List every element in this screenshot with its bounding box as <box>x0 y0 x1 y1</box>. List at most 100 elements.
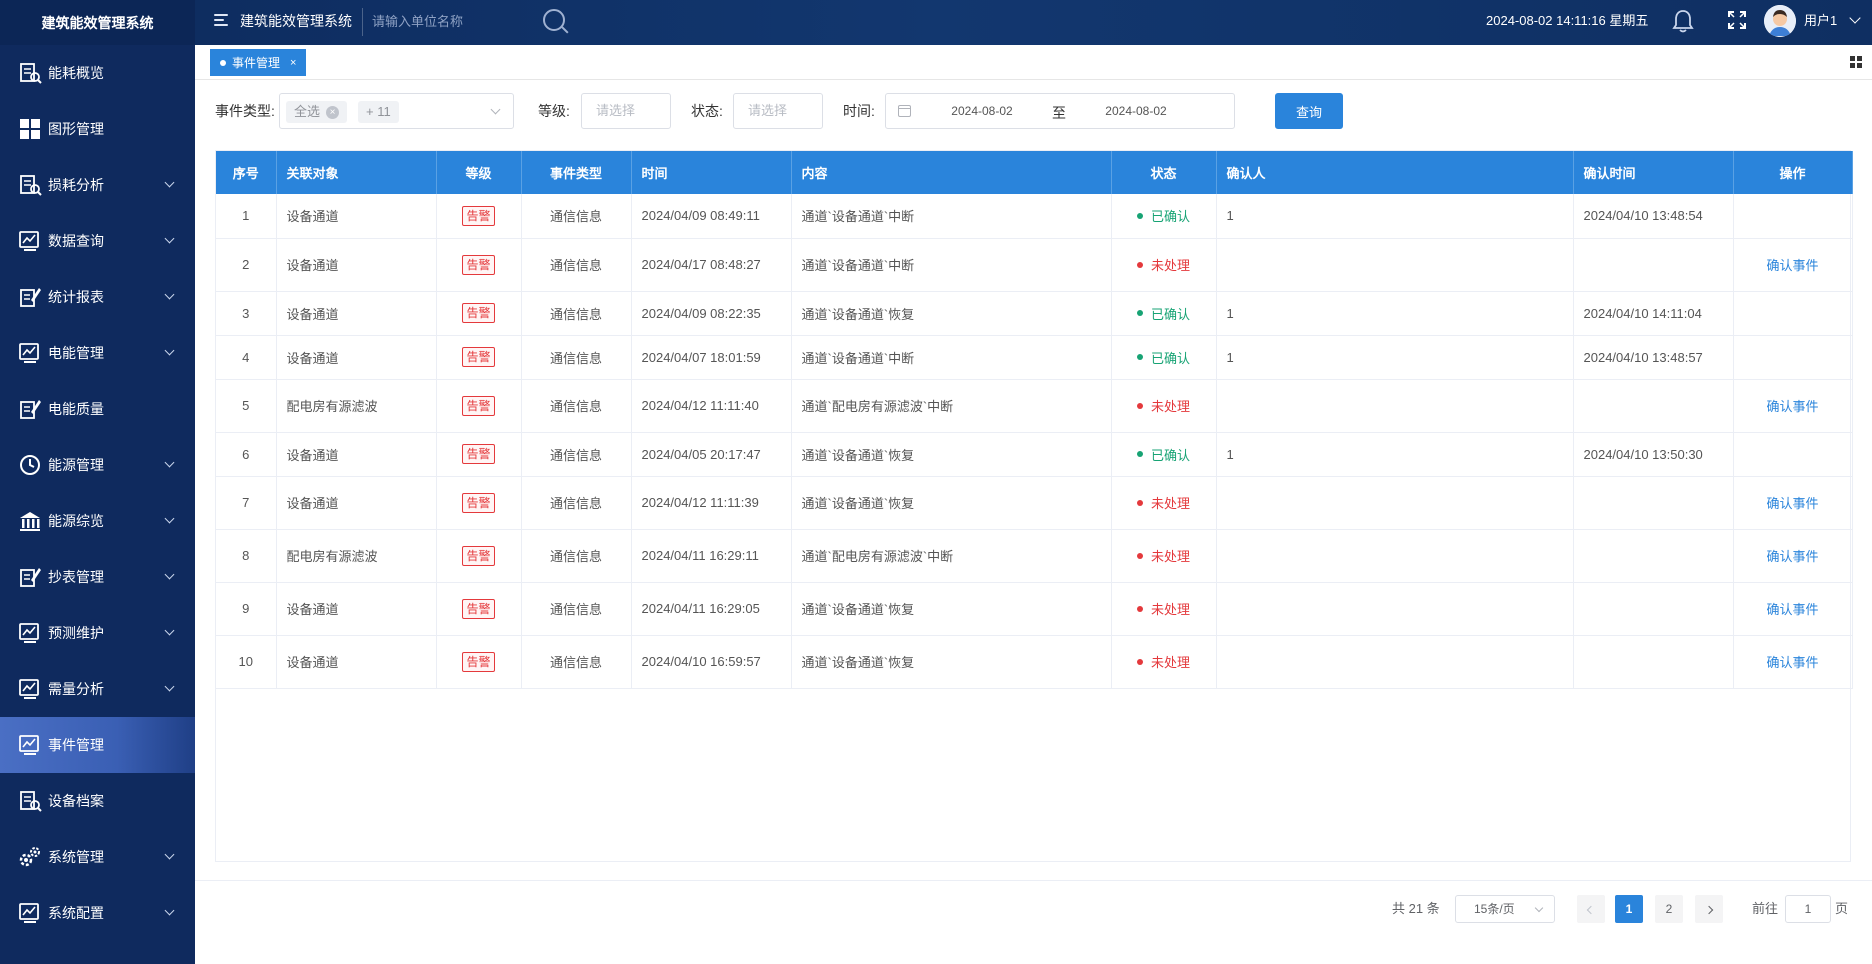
confirm-event-link[interactable]: 确认事件 <box>1766 655 1819 670</box>
chevron-down-icon[interactable] <box>164 681 175 692</box>
tab-event-management[interactable]: 事件管理 × <box>210 49 307 76</box>
sidebar-item-15[interactable]: 系统管理 <box>0 829 195 885</box>
sidebar-item-6[interactable]: 电能管理 <box>0 325 195 381</box>
tab-close-icon[interactable]: × <box>290 56 297 69</box>
query-button[interactable]: 查询 <box>1275 93 1343 129</box>
cell-type: 通信信息 <box>521 476 632 530</box>
sidebar: 能耗概览 图形管理损耗分析数据查询统计报表 电能管理 电能质量 能源管理能源综览抄表管理… <box>0 45 195 964</box>
cell-object: 设备通道 <box>276 582 437 636</box>
level-badge: 告警 <box>462 303 495 323</box>
sidebar-item-4[interactable]: 数据查询 <box>0 213 195 269</box>
table-row: 3 设备通道 告警 通信信息 2024/04/09 08:22:35 通道`设备通道`恢复… <box>216 291 1853 336</box>
cell-time: 2024/04/11 16:29:05 <box>631 582 792 636</box>
header-level: 等级 <box>436 151 522 194</box>
goto-page-input[interactable] <box>1785 895 1831 923</box>
chevron-down-icon[interactable] <box>164 513 175 524</box>
cell-object: 配电房有源滤波 <box>276 379 437 433</box>
chevron-down-icon[interactable] <box>164 289 175 300</box>
confirm-event-link[interactable]: 确认事件 <box>1766 399 1819 414</box>
cell-type: 通信信息 <box>521 238 632 292</box>
cell-content: 通道`设备通道`恢复 <box>791 635 1112 689</box>
sidebar-item-2[interactable]: 图形管理 <box>0 101 195 157</box>
sidebar-item-1[interactable]: 能耗概览 <box>0 45 195 101</box>
cell-action <box>1733 194 1853 239</box>
cell-content: 通道`设备通道`恢复 <box>791 476 1112 530</box>
header-status: 状态 <box>1111 151 1217 194</box>
sidebar-item-7[interactable]: 电能质量 <box>0 381 195 437</box>
cell-index: 8 <box>216 529 277 583</box>
date-start[interactable]: 2024-08-02 <box>951 104 1013 118</box>
sidebar-item-9[interactable]: 能源综览 <box>0 493 195 549</box>
level-select[interactable]: 请选择 <box>581 93 671 129</box>
cell-time: 2024/04/07 18:01:59 <box>631 335 792 380</box>
status-badge: 未处理 <box>1136 255 1190 274</box>
chevron-down-icon[interactable] <box>164 625 175 636</box>
level-badge: 告警 <box>462 651 495 672</box>
power-quality-icon <box>18 397 42 421</box>
sidebar-item-12[interactable]: 需量分析 <box>0 661 195 717</box>
top-bar: 建筑能效管理系统 建筑能效管理系统 2024-08-02 14:11:16 星期… <box>0 0 1872 45</box>
page-size-select[interactable]: 15条/页 <box>1455 895 1555 923</box>
chevron-down-icon[interactable] <box>164 177 175 188</box>
main-content: 事件管理 × 事件类型: 全选 × + 11 等级: 请选择 状态: 请选择 时间… <box>195 45 1872 964</box>
username[interactable]: 用户1 <box>1804 13 1838 28</box>
status-badge: 未处理 <box>1136 493 1190 512</box>
sidebar-item-16[interactable]: 系统配置 <box>0 885 195 941</box>
cell-status: 未处理 <box>1111 379 1217 433</box>
page-button-2[interactable]: 2 <box>1655 895 1683 923</box>
table-row: 2 设备通道 告警 通信信息 2024/04/17 08:48:27 通道`设备通道`中断… <box>216 238 1853 292</box>
bell-icon[interactable] <box>1672 9 1694 33</box>
date-end[interactable]: 2024-08-02 <box>1105 104 1167 118</box>
sidebar-item-5[interactable]: 统计报表 <box>0 269 195 325</box>
status-select[interactable]: 请选择 <box>733 93 823 129</box>
gears-icon <box>18 845 42 869</box>
chevron-down-icon[interactable] <box>164 233 175 244</box>
chevron-down-icon[interactable] <box>164 849 175 860</box>
menu-toggle-icon[interactable] <box>210 11 228 29</box>
chip-remove-icon[interactable]: × <box>326 106 340 120</box>
date-range-picker[interactable]: 2024-08-02 至 2024-08-02 <box>885 93 1235 129</box>
confirm-event-link[interactable]: 确认事件 <box>1766 549 1819 564</box>
avatar[interactable] <box>1764 5 1796 37</box>
sidebar-item-label: 损耗分析 <box>48 177 104 193</box>
fullscreen-icon[interactable] <box>1727 10 1747 30</box>
user-menu-chevron-icon[interactable] <box>1849 12 1861 24</box>
event-type-select[interactable]: 全选 × + 11 <box>279 93 514 129</box>
next-page-button[interactable] <box>1695 895 1723 923</box>
cell-content: 通道`设备通道`中断 <box>791 335 1112 380</box>
confirm-event-link[interactable]: 确认事件 <box>1766 496 1819 511</box>
cell-type: 通信信息 <box>521 529 632 583</box>
sidebar-item-3[interactable]: 损耗分析 <box>0 157 195 213</box>
chevron-down-icon[interactable] <box>164 905 175 916</box>
event-type-label: 事件类型: <box>215 103 275 119</box>
cell-type: 通信信息 <box>521 635 632 689</box>
sidebar-item-11[interactable]: 预测维护 <box>0 605 195 661</box>
cell-type: 通信信息 <box>521 291 632 336</box>
sidebar-item-14[interactable]: 设备档案 <box>0 773 195 829</box>
cell-content: 通道`配电房有源滤波`中断 <box>791 529 1112 583</box>
chevron-down-icon[interactable] <box>164 345 175 356</box>
sidebar-item-13[interactable]: 事件管理 <box>0 717 195 773</box>
event-type-more-chip: + 11 <box>358 101 399 123</box>
prev-page-button[interactable] <box>1577 895 1605 923</box>
cell-status: 已确认 <box>1111 335 1217 380</box>
status-text: 未处理 <box>1150 496 1190 511</box>
cell-level: 告警 <box>436 238 522 292</box>
chevron-down-icon[interactable] <box>164 569 175 580</box>
unit-search-input[interactable] <box>372 8 572 34</box>
sidebar-item-8[interactable]: 能源管理 <box>0 437 195 493</box>
chevron-down-icon[interactable] <box>164 457 175 468</box>
time-label: 时间: <box>843 103 875 119</box>
confirm-event-link[interactable]: 确认事件 <box>1766 602 1819 617</box>
status-label: 状态: <box>691 103 723 119</box>
cell-confirm-time: 2024/04/10 13:50:30 <box>1573 432 1734 477</box>
search-icon[interactable] <box>543 9 565 31</box>
sidebar-item-label: 数据查询 <box>48 233 104 249</box>
sidebar-item-label: 能源综览 <box>48 513 104 529</box>
confirm-event-link[interactable]: 确认事件 <box>1766 258 1819 273</box>
layout-grid-icon[interactable] <box>1850 56 1862 68</box>
cell-object: 设备通道 <box>276 335 437 380</box>
sidebar-item-10[interactable]: 抄表管理 <box>0 549 195 605</box>
sidebar-item-label: 事件管理 <box>48 737 104 753</box>
page-button-1[interactable]: 1 <box>1615 895 1643 923</box>
